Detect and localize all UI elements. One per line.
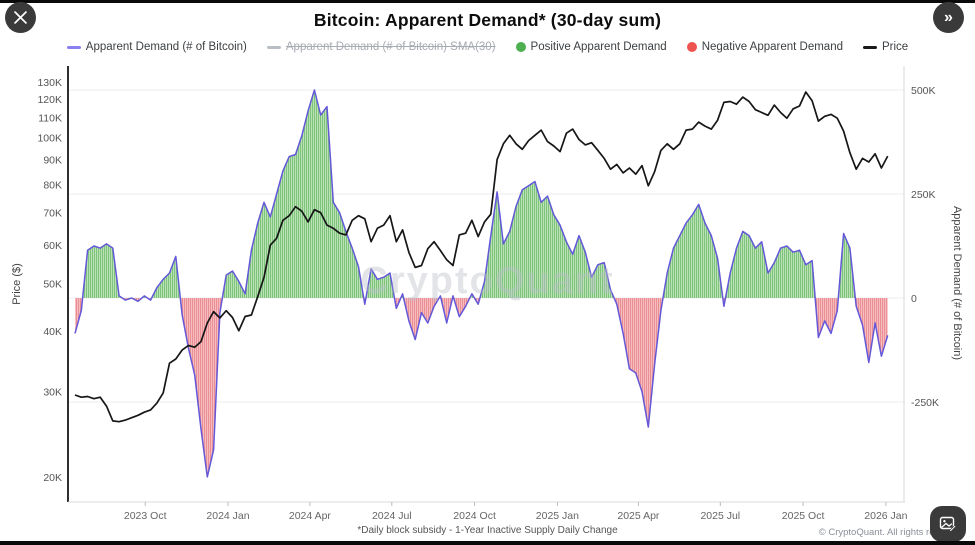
x-tick-label: 2024 Jul — [372, 510, 412, 522]
x-tick-label: 2025 Oct — [782, 510, 825, 522]
x-tick-label: 2024 Oct — [453, 510, 496, 522]
legend-item-2[interactable]: Positive Apparent Demand — [515, 41, 667, 53]
price-tick-labels: 130K 120K 110K 100K 90K 80K 70K 60K 50K 40K 30K 20K — [37, 77, 62, 484]
price-tick-label: 20K — [43, 472, 62, 484]
price-tick-label: 80K — [43, 179, 62, 191]
legend-line-swatch — [863, 45, 877, 49]
bottom-edge-bar — [0, 541, 975, 545]
screenshot-edit-button[interactable] — [930, 506, 966, 542]
chart-title: Bitcoin: Apparent Demand* (30-day sum) — [313, 10, 662, 30]
double-chevron-right-icon: » — [944, 8, 953, 26]
demand-areas — [75, 90, 888, 477]
legend-line-swatch — [66, 45, 81, 49]
demand-tick-label: 0 — [911, 293, 917, 305]
close-button[interactable] — [5, 2, 36, 33]
top-edge-bar — [0, 0, 975, 3]
price-tick-label: 30K — [43, 386, 62, 398]
legend-item-label: Price — [882, 41, 909, 53]
legend-dot-swatch — [686, 42, 697, 52]
price-tick-label: 120K — [37, 94, 62, 106]
x-tick-labels: 2023 Oct 2024 Jan 2024 Apr 2024 Jul 2024 Oct… — [124, 502, 908, 522]
legend: Apparent Demand (# of Bitcoin) Apparent D… — [0, 41, 975, 53]
price-tick-label: 90K — [43, 155, 62, 167]
x-tick-label: 2026 Jan — [864, 510, 907, 522]
demand-tick-labels: 500K 250K 0 -250K — [911, 85, 939, 409]
positive-demand-area — [75, 90, 888, 298]
price-line — [74, 91, 889, 423]
collapse-right-button[interactable]: » — [933, 2, 964, 33]
legend-item-4[interactable]: Price — [863, 41, 908, 53]
legend-item-label: Apparent Demand (# of Bitcoin) — [85, 41, 247, 53]
price-tick-label: 130K — [37, 77, 62, 89]
footnote: *Daily block subsidy - 1-Year Inactive S… — [357, 525, 618, 536]
series-lines — [74, 89, 889, 478]
x-tick-label: 2024 Apr — [289, 510, 332, 522]
legend-item-1[interactable]: Apparent Demand (# of Bitcoin) SMA(30) — [266, 41, 496, 53]
demand-tick-label: -250K — [911, 397, 939, 409]
price-tick-label: 110K — [38, 112, 62, 124]
demand-tick-label: 250K — [911, 189, 936, 201]
legend-item-label: Negative Apparent Demand — [701, 41, 843, 53]
close-icon — [14, 11, 27, 24]
x-tick-label: 2025 Jul — [700, 510, 740, 522]
copyright: © CryptoQuant. All rights reserved — [818, 527, 963, 538]
legend-item-label: Positive Apparent Demand — [530, 41, 667, 53]
legend-item-3[interactable]: Negative Apparent Demand — [686, 41, 843, 53]
legend-line-swatch — [266, 45, 281, 49]
legend-item-0[interactable]: Apparent Demand (# of Bitcoin) — [66, 41, 247, 53]
price-tick-label: 50K — [43, 279, 62, 291]
x-tick-label: 2025 Apr — [617, 510, 660, 522]
legend-item-label: Apparent Demand (# of Bitcoin) SMA(30) — [285, 41, 496, 53]
price-tick-label: 40K — [43, 326, 62, 338]
x-tick-label: 2023 Oct — [124, 510, 167, 522]
legend-dot-swatch — [515, 42, 526, 52]
apparent-demand-line — [74, 89, 889, 478]
demand-tick-label: 500K — [911, 85, 936, 97]
axes — [67, 66, 905, 503]
price-tick-label: 70K — [43, 208, 62, 220]
x-tick-label: 2024 Jan — [206, 510, 249, 522]
image-edit-icon — [939, 516, 957, 533]
price-tick-label: 60K — [43, 240, 62, 252]
x-tick-label: 2025 Jan — [536, 510, 579, 522]
price-tick-label: 100K — [37, 132, 62, 144]
